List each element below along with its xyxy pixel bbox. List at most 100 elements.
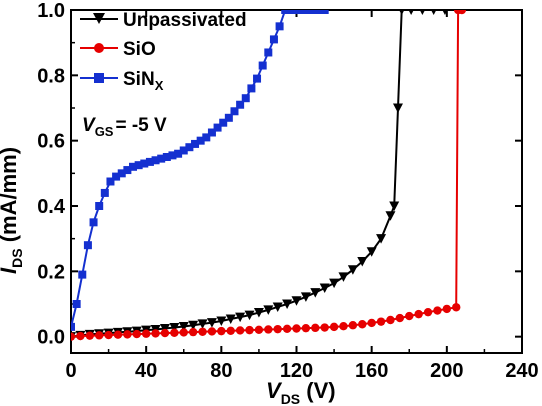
data-point [225, 314, 236, 325]
data-point [94, 331, 104, 340]
data-point [310, 288, 321, 298]
data-point [258, 61, 267, 70]
axis-ticks: 0 40 80 120 160 200 240 0.0 0.2 0.4 0.6 0.8 1.0 [37, 0, 539, 382]
data-point [157, 154, 166, 163]
legend-label-sinx: SiNX [123, 69, 164, 93]
y-tick-label: 0.0 [37, 327, 65, 349]
data-point [236, 100, 245, 109]
data-point [348, 321, 358, 330]
data-point [292, 324, 301, 333]
annotation-vgs: VGS = -5 V [82, 115, 167, 139]
data-point [230, 107, 239, 116]
data-point [179, 328, 188, 337]
data-point [235, 312, 246, 323]
data-point [78, 270, 87, 279]
data-point [376, 234, 387, 244]
data-point [129, 162, 138, 171]
series-sio [71, 10, 467, 341]
data-point [263, 305, 274, 315]
data-point [275, 22, 284, 31]
data-point [169, 323, 180, 333]
series-sinx [71, 10, 329, 331]
x-tick-label: 80 [210, 360, 232, 382]
data-point [174, 149, 183, 158]
data-point [339, 322, 348, 331]
data-point [178, 322, 189, 332]
data-point [319, 283, 330, 293]
data-point [113, 330, 123, 339]
data-point [95, 202, 104, 210]
data-point [298, 10, 307, 14]
data-point [241, 94, 250, 103]
data-point [264, 48, 273, 57]
data-point [76, 331, 85, 341]
data-point [408, 10, 414, 15]
data-point [419, 10, 426, 15]
y-tick-label: 0.2 [37, 261, 65, 283]
data-point [159, 324, 170, 334]
data-point [141, 329, 151, 338]
data-point [253, 307, 264, 318]
data-point [160, 328, 170, 338]
data-point [207, 128, 216, 137]
data-point [245, 325, 254, 335]
data-point [217, 326, 226, 336]
y-axis-title: IDS (mA/mm) [0, 147, 25, 274]
data-point [292, 10, 301, 14]
data-point [414, 309, 423, 319]
data-point [433, 306, 442, 315]
data-point [442, 304, 452, 314]
legend-label-sio: SiO [123, 39, 156, 60]
data-point [389, 201, 400, 211]
data-point [244, 310, 255, 321]
data-point [281, 10, 290, 14]
data-point [226, 326, 235, 335]
data-point [123, 330, 132, 339]
data-point [168, 151, 177, 160]
data-point [100, 188, 109, 197]
data-point [179, 146, 188, 155]
data-point [145, 157, 154, 166]
data-point [282, 299, 293, 309]
data-point [216, 316, 227, 326]
data-point [123, 166, 132, 175]
legend-entry-sio: SiO [80, 39, 156, 60]
data-point [188, 320, 199, 331]
data-point [71, 322, 75, 331]
data-point [376, 317, 386, 326]
data-point [357, 257, 368, 267]
data-point [85, 331, 94, 340]
data-point [213, 123, 222, 132]
data-point [219, 118, 228, 127]
data-point [235, 326, 245, 335]
x-tick-label: 40 [135, 360, 157, 382]
data-point [140, 159, 149, 168]
data-point [315, 10, 324, 14]
data-point [207, 327, 217, 336]
data-point [198, 327, 207, 336]
data-point [83, 241, 92, 250]
data-point [320, 323, 329, 332]
data-point [431, 10, 437, 15]
data-point [134, 161, 143, 170]
data-point [358, 320, 367, 329]
data-point [89, 218, 98, 227]
y-tick-label: 0.6 [37, 131, 65, 153]
x-tick-label: 200 [430, 360, 463, 382]
data-point [151, 329, 160, 338]
data-point [272, 302, 283, 312]
data-point [112, 172, 121, 181]
data-point [291, 296, 302, 306]
data-point [253, 74, 262, 83]
data-point [386, 315, 395, 325]
data-point [224, 113, 233, 122]
data-point [392, 103, 403, 113]
data-point [269, 35, 278, 44]
data-point [367, 318, 376, 328]
data-point [385, 211, 396, 221]
legend-entry-sinx: SiNX [80, 69, 164, 93]
data-point [202, 133, 211, 142]
data-point [264, 325, 273, 334]
data-point [188, 327, 198, 337]
legend-marker-sio [94, 43, 104, 53]
